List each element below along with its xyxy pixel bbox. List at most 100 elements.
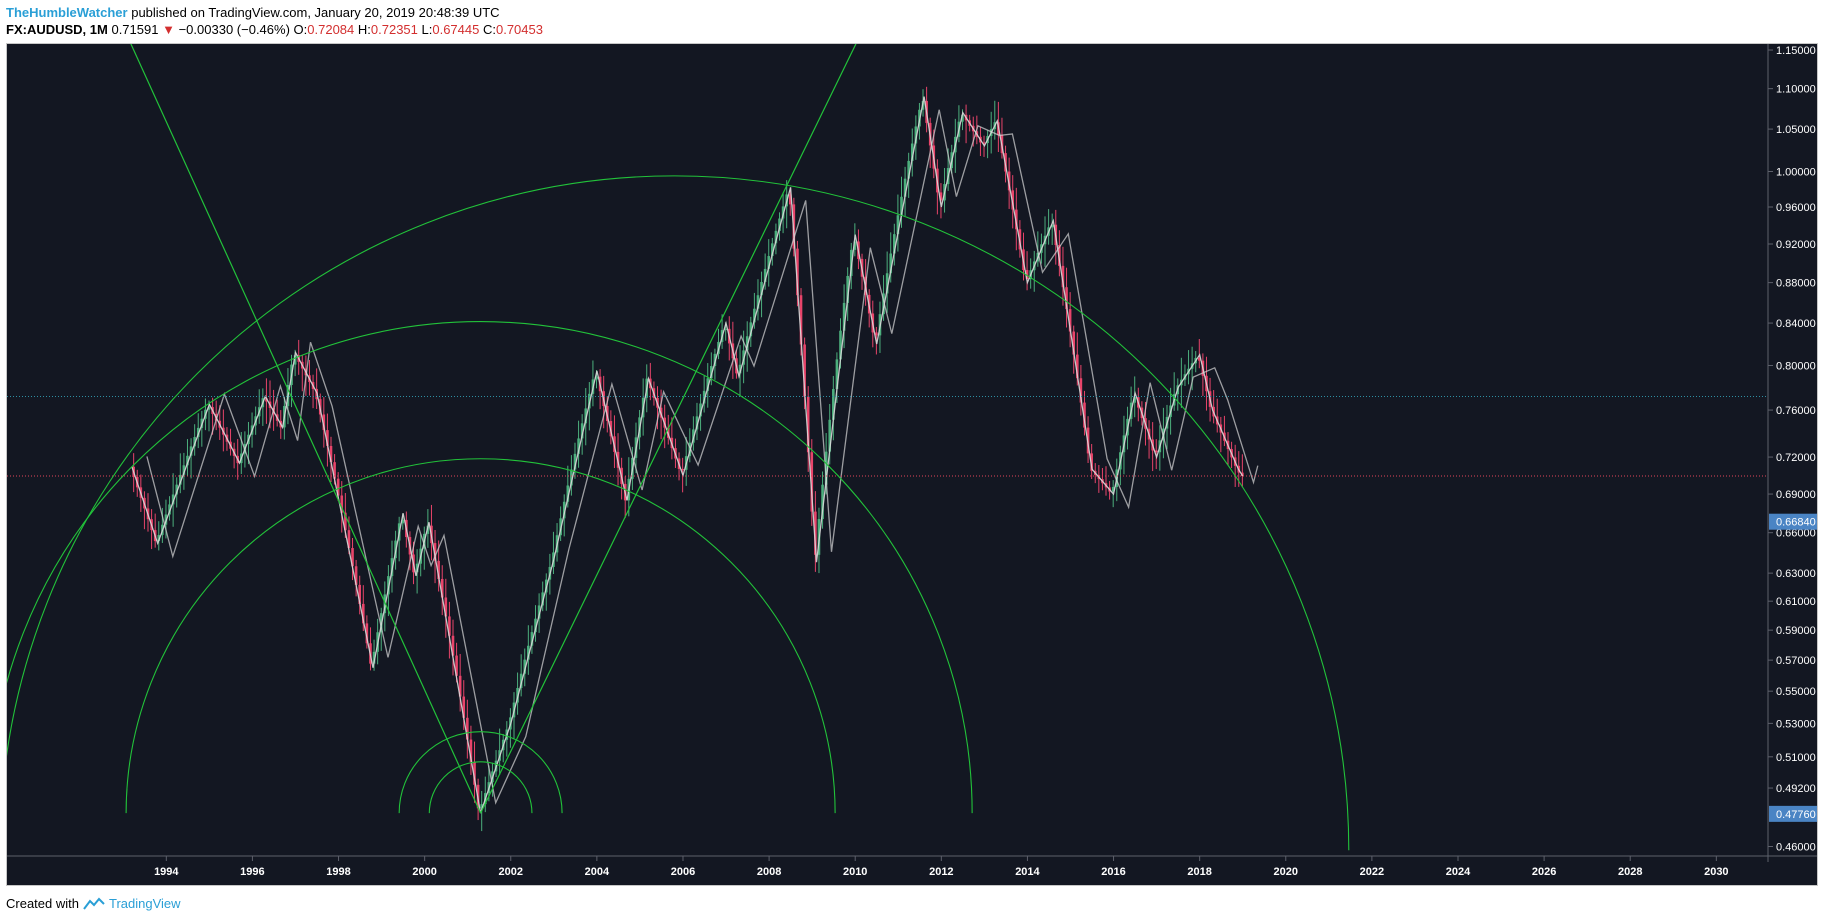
time-tick-label: 2024 <box>1446 866 1471 878</box>
candle-body <box>1090 453 1093 471</box>
price-badge <box>1769 805 1817 822</box>
price-tick-label: 0.49200 <box>1776 783 1816 795</box>
candle-body <box>842 302 846 331</box>
candle-body <box>824 451 828 485</box>
candle-body <box>333 462 336 479</box>
candle-body <box>193 437 196 447</box>
candle-body <box>455 655 458 676</box>
time-tick-label: 2026 <box>1532 866 1556 878</box>
candle-body <box>527 645 530 660</box>
candle-body <box>910 143 914 161</box>
candle-body <box>168 504 171 515</box>
price-tick-label: 0.46000 <box>1776 842 1816 854</box>
change-value: −0.00330 (−0.46%) <box>178 22 290 37</box>
candle-body <box>760 281 763 296</box>
gann-fan-line <box>130 44 482 814</box>
time-tick-label: 2008 <box>757 866 781 878</box>
candle-body <box>788 194 792 205</box>
candle-body <box>1111 486 1115 492</box>
candle-body <box>903 178 907 197</box>
author-link[interactable]: TheHumbleWatcher <box>6 5 128 20</box>
chart-panel[interactable]: 1.15000 1.10000 1.05000 1.00000 0.96000 0.920… <box>6 43 1818 886</box>
price-tick-label: 0.72000 <box>1776 452 1816 464</box>
candle-body <box>469 739 473 762</box>
candle-body <box>351 548 354 567</box>
candle-body <box>570 469 573 486</box>
candle-body <box>340 495 344 513</box>
candle-body <box>401 519 405 524</box>
zigzag-lines <box>131 96 1259 814</box>
price-tick-label: 1.00000 <box>1776 167 1816 179</box>
gann-arc <box>7 175 1350 851</box>
candle-body <box>372 651 376 664</box>
gann-arc <box>125 458 836 814</box>
candle-body <box>186 455 189 466</box>
footer: Created with TradingView <box>6 896 181 911</box>
candle-body <box>1061 265 1065 288</box>
candle-body <box>810 452 814 512</box>
candle-body <box>207 407 211 410</box>
candle-body <box>523 659 527 674</box>
price-tick-label: 0.53000 <box>1776 718 1816 730</box>
close-label: C: <box>482 22 496 37</box>
price-chart[interactable]: 1.15000 1.10000 1.05000 1.00000 0.96000 0.920… <box>7 44 1817 885</box>
candle-body <box>344 512 347 531</box>
candle-body <box>702 390 706 404</box>
candle-body <box>577 438 580 454</box>
ohlc-line: FX:AUDUSD, 1M 0.71591 ▼ −0.00330 (−0.46%… <box>6 21 543 38</box>
high-label: H: <box>357 22 371 37</box>
published-text: published on TradingView.com, January 20… <box>131 5 500 20</box>
candle-body <box>832 389 835 420</box>
candle-body <box>893 234 896 254</box>
gann-drawings <box>7 44 1350 851</box>
candle-body <box>566 485 570 502</box>
candle-body <box>1050 224 1054 228</box>
price-tick-label: 1.10000 <box>1776 84 1816 96</box>
time-tick-label: 2012 <box>929 866 953 878</box>
candle-body <box>778 218 781 231</box>
candle-body <box>1198 357 1201 361</box>
candle-body <box>1015 209 1018 230</box>
tradingview-logo-icon <box>83 897 105 910</box>
candle-body <box>293 355 297 365</box>
candle-body <box>361 603 365 624</box>
price-tick-label: 0.69000 <box>1776 489 1816 501</box>
gann-fan-line <box>480 44 857 814</box>
gann-arc <box>398 731 563 814</box>
candle-body <box>1065 287 1068 310</box>
time-tick-label: 1994 <box>154 866 179 878</box>
candle-body <box>182 465 186 475</box>
time-tick-label: 2022 <box>1360 866 1384 878</box>
candle-body <box>767 256 771 269</box>
candle-body <box>157 534 161 542</box>
candle-body <box>885 273 889 294</box>
candle-body <box>573 453 577 470</box>
candle-body <box>749 322 753 337</box>
candle-body <box>562 501 566 519</box>
price-tick-label: 0.51000 <box>1776 752 1816 764</box>
candle-body <box>444 597 448 617</box>
open-value: 0.72084 <box>307 22 355 37</box>
candle-body <box>695 416 699 430</box>
price-tick-label: 1.15000 <box>1776 45 1816 57</box>
tradingview-brand[interactable]: TradingView <box>108 896 181 911</box>
candle-body <box>713 353 717 367</box>
price-badge <box>1769 513 1817 530</box>
candle-body <box>745 336 749 351</box>
candle-body <box>1068 309 1072 332</box>
candle-body <box>451 635 455 656</box>
price-badge-label: 0.66840 <box>1776 517 1816 529</box>
candle-body <box>347 530 351 549</box>
candle-body <box>175 484 179 495</box>
candle-body <box>448 616 451 636</box>
candle-body <box>828 419 832 452</box>
candle-body <box>821 484 824 520</box>
candle-body <box>889 253 893 274</box>
candle-body <box>1025 270 1029 280</box>
candle-body <box>724 328 727 331</box>
candle-body <box>1011 190 1015 210</box>
candle-body <box>875 332 878 336</box>
price-badge-label: 0.47760 <box>1776 809 1816 821</box>
candle-body <box>329 445 333 463</box>
time-tick-label: 2010 <box>843 866 867 878</box>
